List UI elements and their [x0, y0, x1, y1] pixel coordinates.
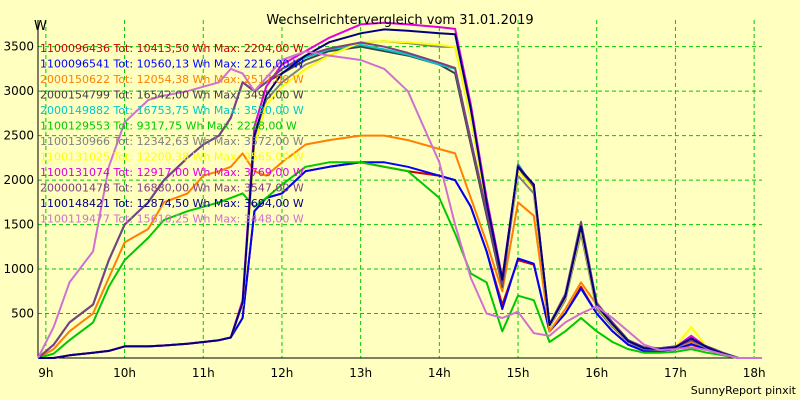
chart-title: Wechselrichtervergleich vom 31.01.2019 [266, 13, 533, 28]
legend: 1100096436 Tot: 10413,50 Wh Max: 2204,00… [40, 42, 304, 226]
legend-entry: 1100129553 Tot: 9317,75 Wh Max: 2228,00 … [40, 120, 297, 133]
x-tick-label: 16h [585, 366, 608, 380]
series-line [37, 161, 762, 359]
legend-entry: 2000154799 Tot: 16542,00 Wh Max: 3495,00… [40, 89, 304, 102]
y-tick-label: 1500 [3, 218, 34, 232]
legend-entry: 1100096541 Tot: 10560,13 Wh Max: 2216,00… [40, 58, 304, 71]
x-tick-label: 11h [192, 366, 215, 380]
legend-entry: 2000001478 Tot: 16880,00 Wh Max: 3547,00… [40, 182, 304, 195]
legend-entry: 2000150622 Tot: 12054,38 Wh Max: 2517,00… [40, 73, 304, 86]
series-lines [37, 21, 762, 359]
legend-entry: 1100130966 Tot: 12342,63 Wh Max: 3572,00… [40, 135, 304, 148]
y-tick-label: 1000 [3, 262, 34, 276]
y-tick-label: 3500 [3, 40, 34, 54]
y-tick-label: 3000 [3, 84, 34, 98]
x-tick-label: 13h [349, 366, 372, 380]
x-tick-labels: 9h 10h 11h 12h 13h 14h 15h 16h 17h 18h [38, 366, 765, 380]
x-tick-label: 10h [113, 366, 136, 380]
credit-text: SunnyReport pinxit [691, 384, 797, 397]
y-tick-label: 2500 [3, 129, 34, 143]
x-tick-label: 15h [507, 366, 530, 380]
x-tick-label: 12h [271, 366, 294, 380]
legend-entry: 1100131074 Tot: 12917,00 Wh Max: 3769,00… [40, 166, 304, 179]
axes [37, 20, 762, 359]
legend-entry: 1100119477 Tot: 15610,25 Wh Max: 3448,00… [40, 213, 304, 226]
y-tick-label: 2000 [3, 173, 34, 187]
x-tick-label: 14h [428, 366, 451, 380]
y-axis-label: W [34, 19, 47, 34]
legend-entry: 1100131025 Tot: 12200,38 Wh Max: 3565,00… [40, 151, 304, 164]
legend-entry: 2000149882 Tot: 16753,75 Wh Max: 3520,00… [40, 104, 304, 117]
x-tick-label: 17h [664, 366, 687, 380]
x-tick-label: 18h [743, 366, 766, 380]
legend-entry: 1100096436 Tot: 10413,50 Wh Max: 2204,00… [40, 42, 304, 55]
y-tick-label: 500 [11, 307, 34, 321]
y-tick-labels: 500 1000 1500 2000 2500 3000 3500 [3, 40, 34, 321]
legend-entry: 1100148421 Tot: 12874,50 Wh Max: 3694,00… [40, 197, 304, 210]
series-line [37, 50, 762, 359]
x-tick-label: 9h [38, 366, 53, 380]
